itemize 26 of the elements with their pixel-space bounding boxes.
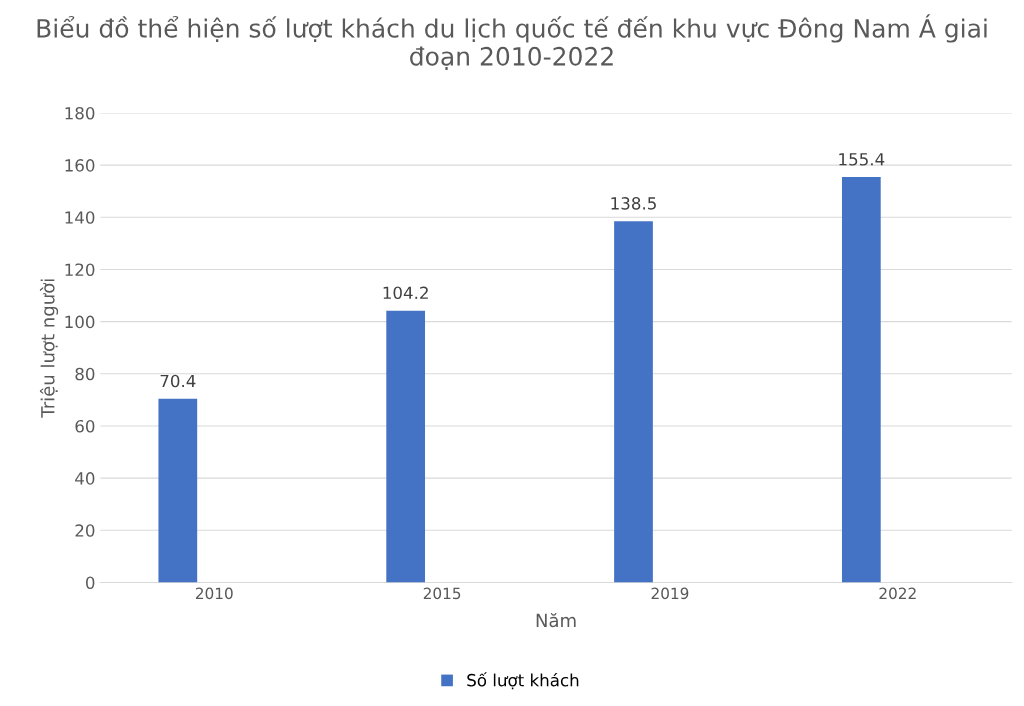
chart-title: Biểu đồ thể hiện số lượt khách du lịch quốc tế đến khu vực Đông Nam Á giai đoạn 2010-2022 (37, 14, 987, 70)
y-tick-label: 140 (65, 211, 95, 224)
y-tick-label: 20 (75, 524, 95, 537)
data-label: 138.5 (611, 197, 656, 210)
bar (386, 310, 426, 583)
y-tick-label: 160 (65, 159, 95, 172)
x-tick-label: 2019 (651, 587, 689, 600)
y-tick-label: 100 (65, 315, 95, 329)
legend-label: Số lượt khách (467, 672, 579, 690)
y-tick-label: 40 (75, 472, 95, 485)
bar (614, 221, 653, 583)
y-tick-label: 120 (65, 263, 95, 277)
data-label: 155.4 (839, 153, 885, 166)
y-tick-label: 80 (75, 367, 95, 381)
y-tick-label: 0 (85, 576, 95, 590)
bar (841, 177, 881, 583)
y-tick-label: 180 (65, 106, 95, 120)
y-tick-label: 60 (75, 419, 95, 433)
x-tick-label: 2010 (195, 587, 233, 600)
x-tick-label: 2015 (423, 587, 461, 600)
data-label: 70.4 (160, 374, 196, 388)
x-axis-title: Năm (536, 613, 576, 628)
data-label: 104.2 (383, 286, 428, 300)
y-axis-title: Triệu lượt người (39, 279, 59, 418)
bar (158, 398, 198, 583)
x-tick-label: 2022 (879, 587, 916, 600)
